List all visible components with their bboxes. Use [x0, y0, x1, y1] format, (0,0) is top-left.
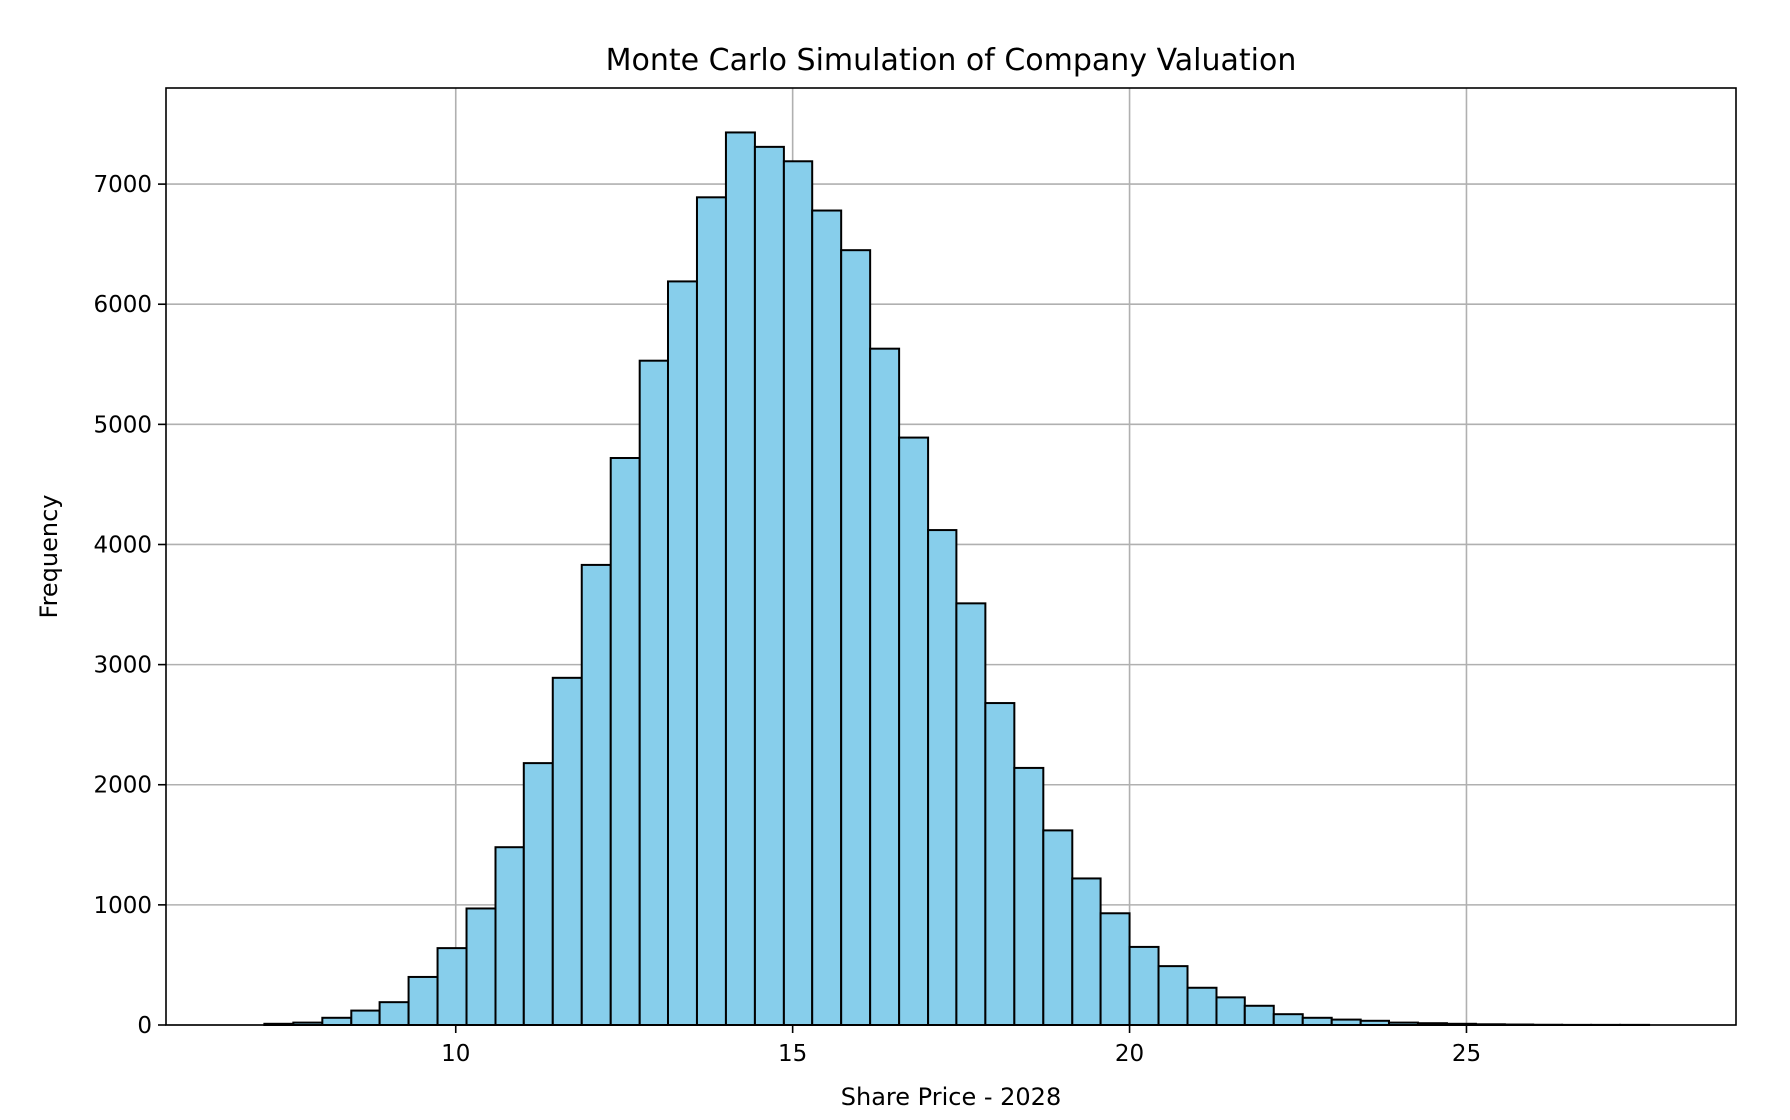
y-tick-label: 7000	[93, 172, 152, 198]
histogram-bar	[753, 145, 785, 1027]
histogram-bar	[898, 436, 930, 1027]
chart-title: Monte Carlo Simulation of Company Valuat…	[606, 43, 1297, 78]
histogram-bar	[1272, 1013, 1304, 1027]
y-tick-label: 2000	[93, 773, 152, 799]
histogram-bar	[407, 975, 439, 1027]
y-tick-label: 3000	[93, 653, 152, 679]
plot-area-frame	[165, 87, 1737, 1026]
y-tick-label: 4000	[93, 532, 152, 558]
histogram-bar	[1099, 912, 1131, 1026]
histogram-bar	[1215, 996, 1246, 1026]
histogram-bar	[1157, 965, 1189, 1027]
histogram-bar	[609, 456, 641, 1026]
histogram-bar	[955, 602, 987, 1026]
y-tick-label: 5000	[93, 412, 152, 438]
histogram-bar	[1301, 1016, 1333, 1026]
histogram-bar	[321, 1016, 353, 1026]
histogram-bar	[465, 907, 497, 1027]
y-tick-label: 0	[137, 1013, 152, 1039]
y-tick-label: 1000	[93, 893, 152, 919]
histogram-bar	[378, 1001, 410, 1027]
histogram-bar	[840, 249, 872, 1026]
histogram-bars	[263, 131, 1651, 1027]
y-tick-label: 6000	[93, 292, 152, 318]
axis-ticks: 10 15 20 25 0 1000 2000 3000 4000 5000 6000 7000	[93, 172, 1481, 1067]
histogram-bar	[494, 846, 525, 1027]
x-tick-label: 25	[1452, 1041, 1481, 1067]
grid-lines	[166, 88, 1736, 1026]
histogram-bar	[927, 529, 958, 1026]
histogram-bar	[436, 947, 468, 1026]
histogram-bar	[1243, 1004, 1275, 1026]
histogram-bar	[695, 196, 727, 1027]
histogram-bar	[1013, 766, 1045, 1027]
histogram-bar	[984, 702, 1016, 1026]
y-axis-label: Frequency	[35, 495, 63, 619]
histogram-bar	[580, 563, 612, 1027]
histogram-bar	[638, 359, 669, 1026]
x-axis-label: Share Price - 2028	[841, 1083, 1061, 1111]
x-tick-label: 10	[441, 1041, 470, 1067]
histogram-bar	[782, 160, 814, 1026]
histogram-bar	[1071, 877, 1102, 1027]
histogram-bar	[1330, 1018, 1362, 1027]
histogram-bar	[522, 762, 554, 1026]
histogram-bar	[1186, 986, 1218, 1026]
histogram-bar	[551, 676, 583, 1026]
histogram-bar	[666, 280, 698, 1026]
histogram-bar	[350, 1009, 381, 1026]
x-tick-label: 15	[778, 1041, 807, 1067]
histogram-bar	[1042, 829, 1074, 1027]
histogram-bar	[724, 131, 756, 1026]
histogram-bar	[1128, 945, 1160, 1027]
x-tick-label: 20	[1115, 1041, 1144, 1067]
histogram-bar	[869, 347, 901, 1026]
histogram-bar	[811, 209, 843, 1026]
